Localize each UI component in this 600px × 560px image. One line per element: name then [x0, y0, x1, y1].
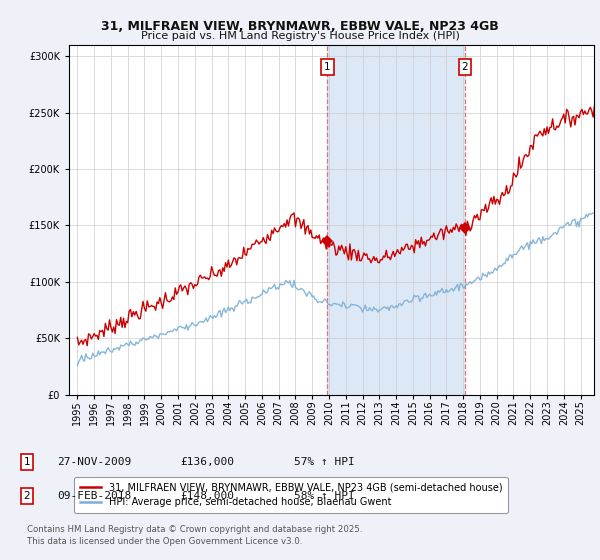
Text: £136,000: £136,000: [180, 457, 234, 467]
Text: 27-NOV-2009: 27-NOV-2009: [57, 457, 131, 467]
Bar: [328, 45, 465, 395]
Text: 09-FEB-2018: 09-FEB-2018: [57, 491, 131, 501]
Legend: 31, MILFRAEN VIEW, BRYNMAWR, EBBW VALE, NP23 4GB (semi-detached house), HPI: Ave: 31, MILFRAEN VIEW, BRYNMAWR, EBBW VALE, …: [74, 477, 508, 513]
Text: 31, MILFRAEN VIEW, BRYNMAWR, EBBW VALE, NP23 4GB: 31, MILFRAEN VIEW, BRYNMAWR, EBBW VALE, …: [101, 20, 499, 32]
Text: 1: 1: [324, 62, 331, 72]
Text: Contains HM Land Registry data © Crown copyright and database right 2025.
This d: Contains HM Land Registry data © Crown c…: [27, 525, 362, 546]
Text: 1: 1: [23, 457, 31, 467]
Text: 2: 2: [23, 491, 31, 501]
Text: 57% ↑ HPI: 57% ↑ HPI: [294, 457, 355, 467]
Text: 2: 2: [461, 62, 468, 72]
Text: 58% ↑ HPI: 58% ↑ HPI: [294, 491, 355, 501]
Text: Price paid vs. HM Land Registry's House Price Index (HPI): Price paid vs. HM Land Registry's House …: [140, 31, 460, 41]
Text: £148,000: £148,000: [180, 491, 234, 501]
